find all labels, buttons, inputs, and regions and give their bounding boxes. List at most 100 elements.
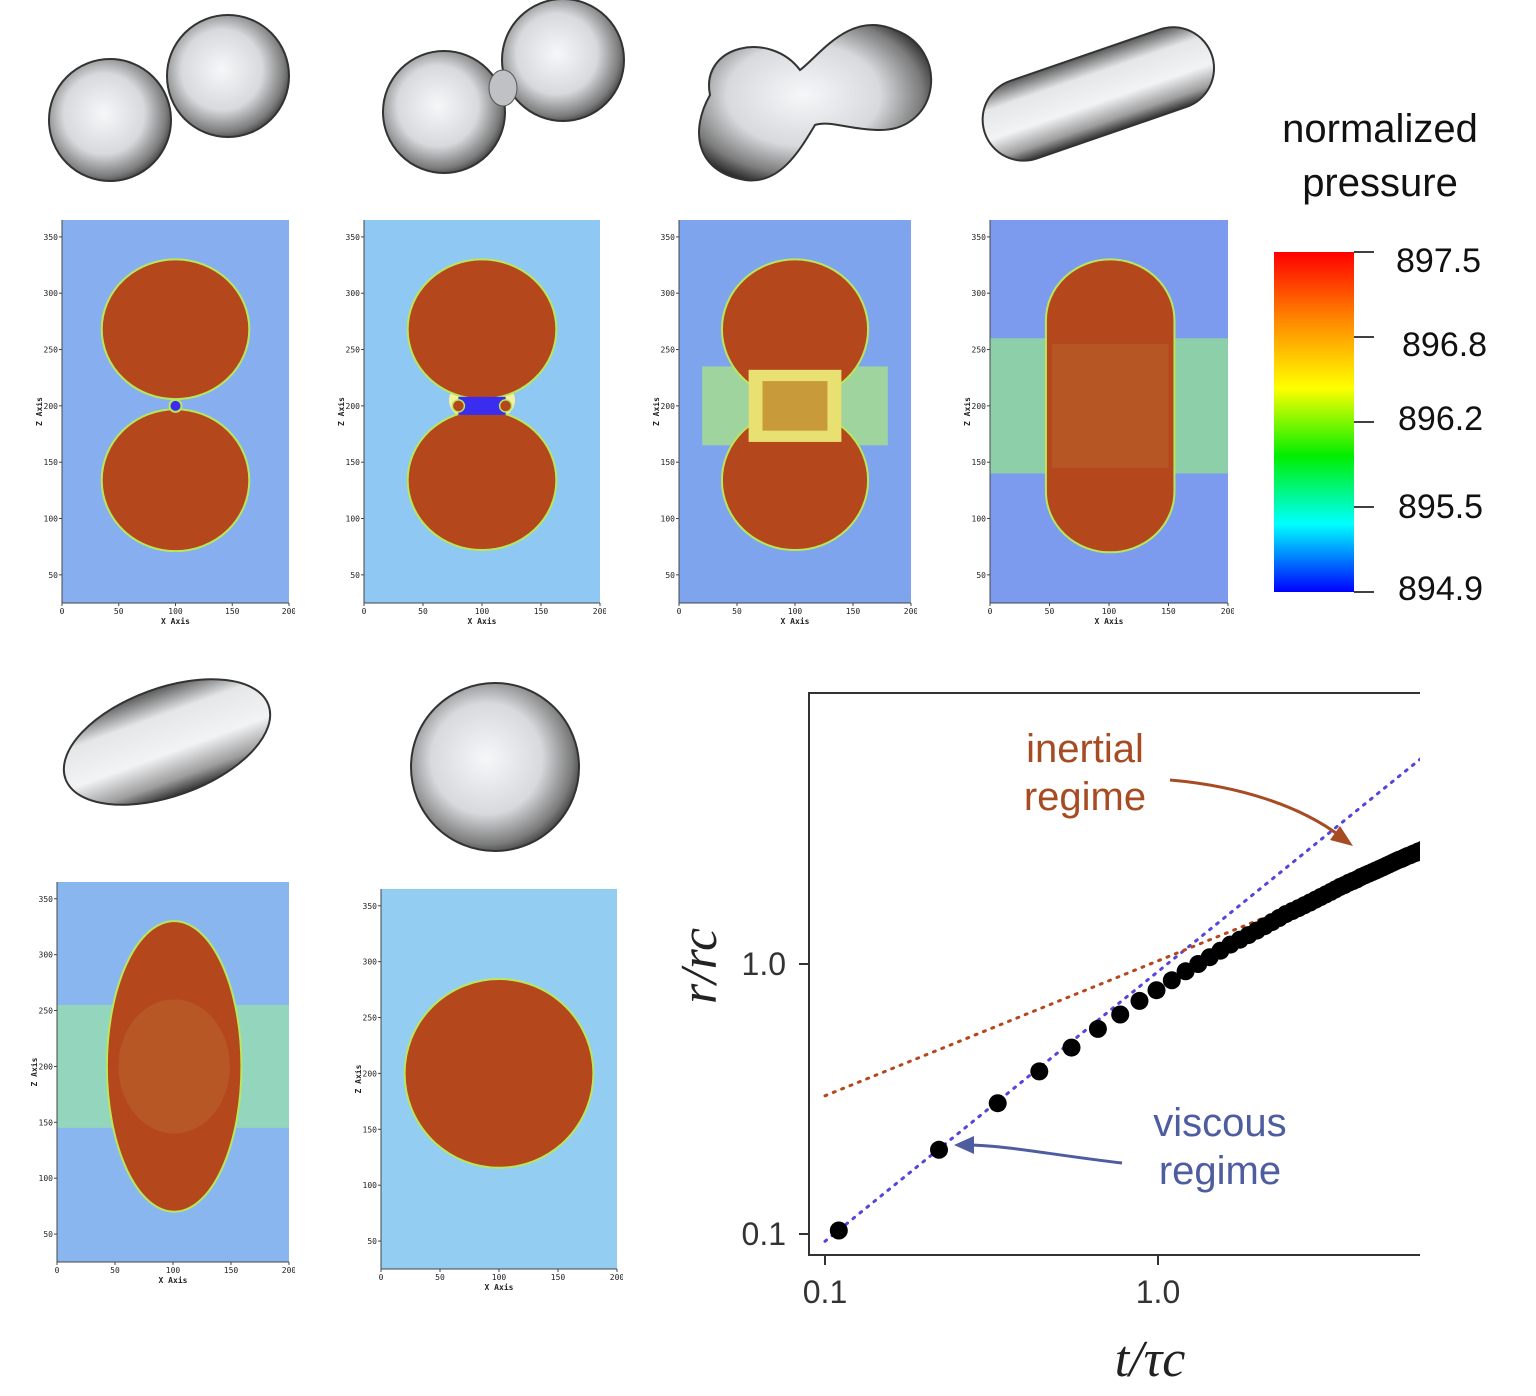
x-tick-label: 150 <box>551 1273 566 1282</box>
z-tick-label: 250 <box>661 346 676 355</box>
x-axis-label: X Axis <box>1095 616 1124 626</box>
inertial-label-line2: regime <box>1024 775 1146 819</box>
inertial-label-line1: inertial <box>1026 727 1144 771</box>
z-tick-label: 50 <box>48 571 58 580</box>
x-tick-label: 200 <box>282 1266 295 1275</box>
z-tick-label: 50 <box>43 1230 53 1239</box>
droplet-cross-section <box>403 978 595 1169</box>
x-tick-label: 50 <box>435 1273 445 1282</box>
viscous-arrowhead <box>954 1136 974 1154</box>
z-tick-label: 50 <box>367 1237 377 1246</box>
z-tick-label: 200 <box>363 1069 378 1078</box>
z-tick-label: 300 <box>346 289 361 298</box>
z-tick-label: 300 <box>363 958 378 967</box>
z-tick-label: 150 <box>363 1125 378 1134</box>
y-tick-label: 1.0 <box>742 946 786 982</box>
colorbar-tick-label: 897.5 <box>1396 242 1482 280</box>
colorbar <box>1274 252 1354 592</box>
x-tick-label: 100 <box>475 607 490 616</box>
droplet-cross-section <box>406 258 558 552</box>
z-tick-label: 50 <box>976 571 986 580</box>
z-tick-label: 150 <box>661 458 676 467</box>
x-tick-label: 0 <box>677 607 682 616</box>
x-axis-label: X Axis <box>485 1282 514 1292</box>
z-tick-label: 350 <box>39 895 54 904</box>
x-tick-label: 50 <box>418 607 428 616</box>
z-tick-label: 250 <box>363 1014 378 1023</box>
x-tick-label: 150 <box>846 607 861 616</box>
viscous-arrow <box>969 1143 1123 1165</box>
inertial-arrow <box>1169 778 1341 838</box>
z-tick-label: 50 <box>350 571 360 580</box>
droplet-cross-section <box>990 258 1228 554</box>
z-tick-label: 350 <box>661 233 676 242</box>
z-tick-label: 300 <box>44 289 59 298</box>
colorbar-tick-label: 896.2 <box>1398 400 1484 438</box>
y-tick-label: 0.1 <box>742 1216 786 1252</box>
inertial-arrowhead <box>1330 826 1353 846</box>
pressure-panel-capsule: 0 50 100 150 200 50 100 150 200 250 300 350 X Axis Z … <box>964 216 1234 627</box>
x-axis-label: X Axis <box>159 1275 188 1285</box>
x-tick-label: 50 <box>114 607 124 616</box>
data-point <box>1162 971 1181 990</box>
droplet-cross-section <box>57 920 289 1213</box>
x-axis-label: X Axis <box>468 616 497 626</box>
x-tick-label: 0 <box>55 1266 60 1275</box>
x-axis-label: X Axis <box>781 616 810 626</box>
z-axis-label: Z Axis <box>653 397 661 426</box>
z-tick-label: 200 <box>39 1062 54 1071</box>
data-point <box>1414 841 1420 858</box>
data-point <box>988 1094 1007 1113</box>
data-point <box>1111 1005 1130 1024</box>
pressure-panel-ellipsoid: 0 50 100 150 200 50 100 150 200 250 300 350 X Axis Z … <box>31 878 295 1286</box>
z-tick-label: 100 <box>972 515 987 524</box>
x-tick-label: 50 <box>732 607 742 616</box>
x-tick-label: 200 <box>282 607 295 616</box>
z-tick-label: 150 <box>346 458 361 467</box>
x-tick-label: 0 <box>362 607 367 616</box>
z-tick-label: 150 <box>44 458 59 467</box>
render-bridge <box>382 0 625 174</box>
render-contact <box>48 14 290 182</box>
z-tick-label: 250 <box>39 1007 54 1016</box>
render-ellipsoid <box>62 678 272 806</box>
x-tick-label: 200 <box>904 607 917 616</box>
z-tick-label: 200 <box>44 402 59 411</box>
render-neck <box>698 23 933 182</box>
z-tick-label: 150 <box>39 1118 54 1127</box>
x-tick-label: 50 <box>1045 607 1055 616</box>
viscous-label-line1: viscous <box>1153 1101 1286 1145</box>
data-point <box>1062 1038 1081 1057</box>
x-tick-label: 0.1 <box>803 1274 847 1310</box>
pressure-panel-sphere: 0 50 100 150 200 50 100 150 200 250 300 350 X Axis Z … <box>355 885 623 1293</box>
x-tick-label: 100 <box>168 607 183 616</box>
x-tick-label: 100 <box>788 607 803 616</box>
z-tick-label: 350 <box>44 233 59 242</box>
data-point <box>1030 1062 1049 1081</box>
z-tick-label: 100 <box>661 515 676 524</box>
x-axis-label: X Axis <box>161 616 190 626</box>
colorbar-tick-label: 894.9 <box>1398 570 1484 608</box>
colorbar-title-line1: normalized <box>1282 107 1478 151</box>
x-tick-label: 1.0 <box>1136 1274 1180 1310</box>
y-axis-label: r/rc <box>671 928 728 1004</box>
x-tick-label: 150 <box>225 607 240 616</box>
z-tick-label: 200 <box>972 402 987 411</box>
z-tick-label: 350 <box>363 902 378 911</box>
x-tick-label: 0 <box>60 607 65 616</box>
z-tick-label: 50 <box>665 571 675 580</box>
z-axis-label: Z Axis <box>964 397 972 426</box>
pressure-panel-neck: 0 50 100 150 200 50 100 150 200 250 300 350 X Axis Z … <box>653 216 917 627</box>
z-tick-label: 150 <box>972 458 987 467</box>
data-point <box>1130 991 1149 1010</box>
z-axis-label: Z Axis <box>36 397 44 426</box>
scaling-chart: 0.1 1.0 0.1 1.0 t/τc r/rc inertial regim… <box>671 692 1420 1388</box>
pressure-panel-bridge: 0 50 100 150 200 50 100 150 200 250 300 350 X Axis Z … <box>338 216 606 627</box>
colorbar-tick-label: 896.8 <box>1402 326 1488 364</box>
colorbar-title: normalized pressure <box>1255 102 1505 210</box>
z-tick-label: 300 <box>661 289 676 298</box>
x-tick-label: 50 <box>110 1266 120 1275</box>
x-tick-label: 150 <box>224 1266 239 1275</box>
x-tick-label: 100 <box>166 1266 181 1275</box>
z-tick-label: 350 <box>972 233 987 242</box>
